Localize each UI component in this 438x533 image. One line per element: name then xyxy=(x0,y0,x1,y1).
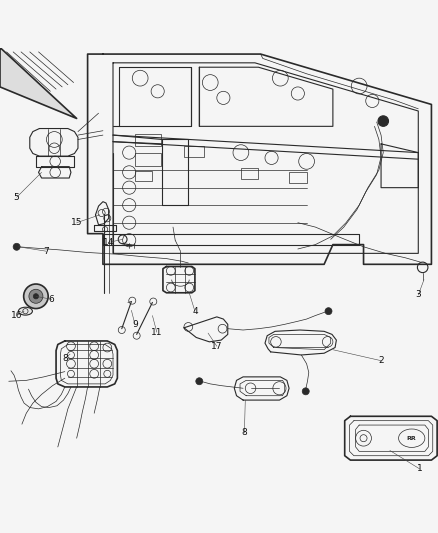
Polygon shape xyxy=(0,47,77,118)
Circle shape xyxy=(13,243,20,251)
Text: 8: 8 xyxy=(241,429,247,438)
Circle shape xyxy=(196,378,203,385)
Text: 17: 17 xyxy=(211,342,223,351)
Text: 8: 8 xyxy=(62,354,68,363)
Text: 4: 4 xyxy=(192,306,198,316)
Text: 3: 3 xyxy=(415,290,421,300)
Text: 5: 5 xyxy=(14,193,20,202)
Text: 7: 7 xyxy=(43,247,49,256)
Ellipse shape xyxy=(18,307,32,315)
Bar xyxy=(135,134,161,146)
Text: 6: 6 xyxy=(49,295,55,304)
Bar xyxy=(241,168,258,179)
Bar xyxy=(289,172,307,183)
Text: 2: 2 xyxy=(378,356,384,365)
Bar xyxy=(184,146,204,157)
Circle shape xyxy=(29,289,43,303)
Text: 1: 1 xyxy=(417,464,423,473)
Text: RR: RR xyxy=(407,435,417,441)
Circle shape xyxy=(33,294,39,299)
Text: 9: 9 xyxy=(132,320,138,329)
Bar xyxy=(135,172,152,181)
Circle shape xyxy=(378,116,389,126)
Text: 15: 15 xyxy=(71,218,82,227)
Circle shape xyxy=(302,388,309,395)
Text: 16: 16 xyxy=(11,311,22,320)
Text: 11: 11 xyxy=(151,328,162,337)
Circle shape xyxy=(24,284,48,309)
Text: 14: 14 xyxy=(103,238,114,247)
Bar xyxy=(135,154,161,166)
Circle shape xyxy=(325,308,332,314)
